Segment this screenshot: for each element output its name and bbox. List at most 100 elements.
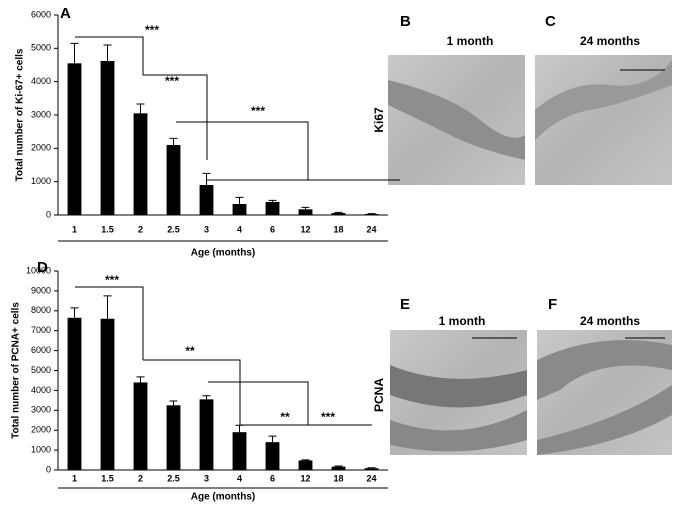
error-bar bbox=[169, 137, 178, 145]
y-tick-label: 2000 bbox=[31, 425, 51, 435]
x-tick-label: 12 bbox=[300, 224, 310, 234]
bar bbox=[100, 318, 115, 470]
bar bbox=[100, 61, 115, 215]
x-tick-label: 18 bbox=[333, 473, 343, 483]
x-tick-label: 4 bbox=[237, 473, 242, 483]
significance-label: ** bbox=[280, 410, 290, 424]
y-tick-label: 7000 bbox=[31, 325, 51, 335]
significance-label: *** bbox=[105, 273, 119, 287]
micrograph-title: 24 months bbox=[580, 314, 640, 328]
error-bar bbox=[301, 459, 310, 461]
bar bbox=[331, 466, 346, 470]
bar bbox=[232, 204, 247, 215]
significance-label: *** bbox=[321, 410, 335, 424]
x-tick-label: 1.5 bbox=[101, 473, 114, 483]
y-axis-label: Total number of PCNA+ cells bbox=[11, 302, 22, 439]
significance-label: *** bbox=[251, 104, 265, 118]
x-tick-label: 3 bbox=[204, 473, 209, 483]
significance-bracket bbox=[208, 381, 309, 425]
error-bar bbox=[70, 42, 79, 64]
error-bar bbox=[334, 465, 343, 467]
error-bar bbox=[268, 435, 277, 443]
y-axis-label: Total number of Ki-67+ cells bbox=[15, 48, 26, 181]
error-bar bbox=[136, 103, 145, 114]
panel-label: D bbox=[37, 259, 48, 276]
bar bbox=[265, 442, 280, 470]
row-label: PCNA bbox=[372, 378, 386, 412]
x-tick-label: 12 bbox=[300, 473, 310, 483]
bar bbox=[232, 432, 247, 470]
error-bar bbox=[334, 211, 343, 213]
panel-label: A bbox=[60, 5, 71, 22]
y-tick-label: 1000 bbox=[31, 176, 51, 186]
bar bbox=[133, 382, 148, 470]
y-tick-label: 3000 bbox=[31, 109, 51, 119]
y-tick-label: 3000 bbox=[31, 405, 51, 415]
error-bar bbox=[70, 307, 79, 318]
tissue-band bbox=[537, 340, 672, 400]
x-tick-label: 3 bbox=[204, 224, 209, 234]
significance-label: ** bbox=[185, 344, 195, 358]
y-tick-label: 4000 bbox=[31, 76, 51, 86]
significance-bracket bbox=[75, 286, 144, 360]
y-tick-label: 0 bbox=[46, 209, 51, 219]
y-tick-label: 5000 bbox=[31, 365, 51, 375]
x-tick-label: 4 bbox=[237, 224, 242, 234]
significance-bracket bbox=[75, 36, 144, 75]
bar bbox=[133, 113, 148, 215]
row-label: Ki67 bbox=[372, 107, 386, 133]
significance-bracket bbox=[143, 74, 208, 160]
x-tick-label: 18 bbox=[333, 224, 343, 234]
tissue-band bbox=[388, 80, 525, 160]
error-bar bbox=[301, 206, 310, 210]
y-tick-label: 0 bbox=[46, 464, 51, 474]
bar bbox=[166, 405, 181, 470]
y-tick-label: 5000 bbox=[31, 43, 51, 53]
bar bbox=[67, 63, 82, 216]
panel-label: C bbox=[545, 13, 556, 30]
micrograph-images bbox=[388, 55, 672, 455]
x-tick-label: 6 bbox=[270, 473, 275, 483]
error-bar bbox=[235, 424, 244, 433]
bar bbox=[199, 399, 214, 470]
x-tick-label: 2 bbox=[138, 224, 143, 234]
micrograph-title: 1 month bbox=[439, 314, 486, 328]
y-tick-label: 2000 bbox=[31, 143, 51, 153]
bar bbox=[298, 460, 313, 470]
x-tick-label: 1 bbox=[72, 473, 77, 483]
x-tick-label: 2 bbox=[138, 473, 143, 483]
tissue-band bbox=[390, 410, 527, 452]
bar bbox=[199, 185, 214, 215]
error-bar bbox=[169, 400, 178, 406]
y-tick-label: 8000 bbox=[31, 305, 51, 315]
x-axis-label: Age (months) bbox=[191, 248, 255, 259]
error-bar bbox=[202, 395, 211, 400]
error-bar bbox=[103, 44, 112, 61]
significance-label: *** bbox=[145, 23, 159, 37]
x-axis-label: Age (months) bbox=[191, 492, 255, 503]
x-tick-label: 24 bbox=[366, 473, 376, 483]
error-bar bbox=[136, 376, 145, 383]
panel-label: E bbox=[400, 296, 410, 313]
error-bar bbox=[202, 172, 211, 185]
panel-label: B bbox=[400, 13, 411, 30]
bar bbox=[166, 145, 181, 215]
x-tick-label: 2.5 bbox=[167, 473, 180, 483]
bar bbox=[67, 317, 82, 470]
micrograph-title: 1 month bbox=[447, 34, 494, 48]
bar bbox=[331, 213, 346, 215]
bar bbox=[298, 209, 313, 215]
bar bbox=[364, 468, 379, 470]
micrograph-title: 24 months bbox=[580, 34, 640, 48]
bar bbox=[364, 214, 379, 215]
y-tick-label: 4000 bbox=[31, 385, 51, 395]
error-bar bbox=[268, 199, 277, 202]
x-tick-label: 24 bbox=[366, 224, 376, 234]
panel-label: F bbox=[548, 296, 557, 313]
tissue-band bbox=[390, 365, 527, 408]
x-tick-label: 6 bbox=[270, 224, 275, 234]
significance-bracket bbox=[143, 359, 241, 425]
significance-bracket bbox=[176, 121, 309, 180]
x-tick-label: 1.5 bbox=[101, 224, 114, 234]
